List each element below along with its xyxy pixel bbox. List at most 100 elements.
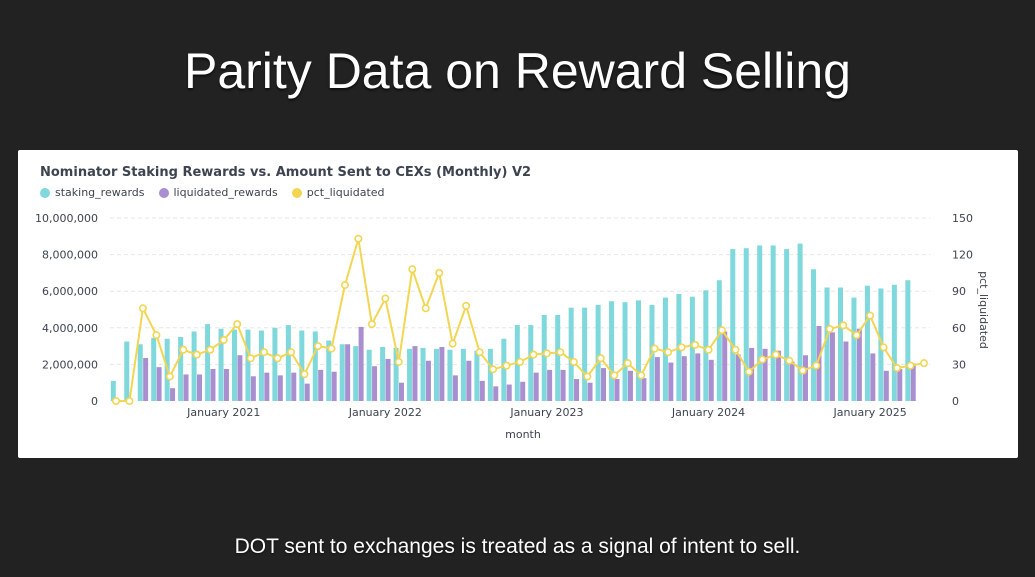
bar-staking-rewards [420,347,426,401]
bar-staking-rewards [312,331,318,401]
bar-liquidated-rewards [412,346,418,401]
bar-liquidated-rewards [170,388,176,401]
bar-liquidated-rewards [197,374,202,401]
y-tick-label: 10,000,000 [35,212,98,225]
x-axis-title: month [505,428,541,441]
x-tick-label: January 2022 [348,406,422,419]
bar-staking-rewards [407,348,413,401]
bar-liquidated-rewards [264,372,270,401]
bar-liquidated-rewards [789,361,795,401]
bar-liquidated-rewards [547,369,553,401]
point-pct-liquidated [475,348,484,357]
bar-staking-rewards [299,330,305,401]
point-pct-liquidated [408,265,417,274]
bar-staking-rewards [272,327,278,401]
legend-label-pct-liquidated: pct_liquidated [306,186,385,199]
point-pct-liquidated [502,361,511,370]
x-tick-label: January 2025 [833,406,907,419]
bar-liquidated-rewards [385,358,391,401]
bar-staking-rewards [366,349,372,401]
point-pct-liquidated [367,320,376,329]
bar-staking-rewards [124,341,130,401]
slide-title: Parity Data on Reward Selling [184,43,851,99]
bar-staking-rewards [636,300,641,401]
bar-liquidated-rewards [641,378,647,401]
bar-staking-rewards [838,287,843,401]
bar-staking-rewards [703,290,709,401]
point-pct-liquidated [704,345,713,354]
bar-staking-rewards [582,307,588,401]
bar-liquidated-rewards [870,353,876,401]
legend-swatch-pct-liquidated [291,187,302,198]
bar-staking-rewards [353,346,359,401]
bar-staking-rewards [205,324,211,401]
legend-label-staking-rewards: staking_rewards [55,186,145,199]
bar-staking-rewards [730,249,736,401]
bar-staking-rewards [568,307,574,401]
bar-staking-rewards [447,349,453,401]
point-pct-liquidated [462,301,471,310]
point-pct-liquidated [798,366,807,375]
bar-liquidated-rewards [425,360,431,401]
bar-staking-rewards [770,245,776,401]
y-tick-label: 4,000,000 [42,322,98,335]
point-pct-liquidated [138,304,147,313]
bar-liquidated-rewards [668,362,674,401]
bar-liquidated-rewards [143,357,149,401]
y2-tick-label: 90 [952,285,966,298]
bar-liquidated-rewards [493,386,499,401]
bar-staking-rewards [434,348,439,401]
bar-liquidated-rewards [695,353,701,401]
bar-staking-rewards [595,304,601,401]
point-pct-liquidated [300,370,309,379]
legend-item-liquidated-rewards[interactable]: liquidated_rewards [158,186,278,199]
bar-staking-rewards [285,325,291,401]
line-pct-liquidated [116,238,925,402]
point-pct-liquidated [717,326,726,335]
point-pct-liquidated [421,304,430,313]
point-pct-liquidated [785,356,794,365]
y2-tick-label: 60 [952,322,966,335]
bar-staking-rewards [797,243,803,401]
bar-staking-rewards [245,329,251,401]
legend-swatch-staking-rewards [40,187,50,198]
point-pct-liquidated [192,350,201,359]
bar-liquidated-rewards [399,382,404,401]
bar-liquidated-rewards [883,370,889,401]
point-pct-liquidated [596,354,605,363]
point-pct-liquidated [219,336,228,345]
y-tick-label: 6,000,000 [42,285,98,298]
point-pct-liquidated [825,325,834,334]
bar-staking-rewards [811,269,817,401]
bar-staking-rewards [218,328,224,401]
point-pct-liquidated [542,349,551,358]
point-pct-liquidated [287,348,296,357]
bar-staking-rewards [757,245,763,401]
legend-item-staking-rewards[interactable]: staking_rewards [40,186,145,199]
point-pct-liquidated [744,367,753,376]
bar-staking-rewards [258,330,264,401]
bar-liquidated-rewards [439,347,445,401]
point-pct-liquidated [313,342,322,351]
bar-staking-rewards [541,314,547,401]
point-pct-liquidated [273,354,282,363]
point-pct-liquidated [435,268,444,277]
bar-liquidated-rewards [614,379,620,401]
point-pct-liquidated [125,397,134,406]
y2-tick-label: 150 [952,212,973,225]
legend-item-pct-liquidated[interactable]: pct_liquidated [291,186,385,199]
bar-staking-rewards [743,248,749,401]
point-pct-liquidated [515,357,524,366]
legend-label-liquidated-rewards: liquidated_rewards [173,186,278,199]
point-pct-liquidated [246,354,255,363]
point-pct-liquidated [448,339,457,348]
bar-staking-rewards [905,280,911,401]
chart-title: Nominator Staking Rewards vs. Amount Sen… [40,165,532,180]
bar-staking-rewards [622,302,628,401]
point-pct-liquidated [637,371,646,380]
bar-liquidated-rewards [250,376,256,401]
bar-liquidated-rewards [210,368,216,401]
bar-liquidated-rewards [735,354,741,401]
bar-liquidated-rewards [331,371,337,401]
bar-staking-rewards [784,249,790,401]
